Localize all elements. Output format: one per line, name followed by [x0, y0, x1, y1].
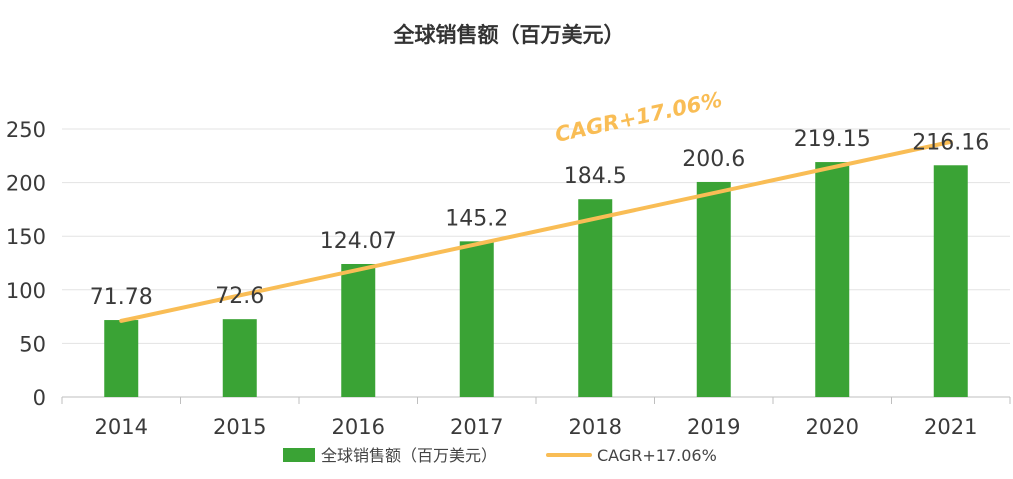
data-label-2019: 200.6	[682, 147, 745, 172]
x-tick-label-2018: 2018	[569, 415, 622, 439]
data-label-2014: 71.78	[90, 285, 153, 310]
y-tick-label: 200	[6, 172, 46, 196]
legend-bar-label: 全球销售额（百万美元）	[321, 446, 497, 465]
y-tick-label: 100	[6, 279, 46, 303]
y-tick-label: 150	[6, 225, 46, 249]
bar-2018	[578, 199, 613, 397]
data-labels: 71.78 72.6 124.07 145.2 184.5 200.6 219.15 216.…	[90, 127, 989, 310]
bar-2016	[341, 263, 376, 397]
x-tick-label-2016: 2016	[332, 415, 385, 439]
x-tick-label-2019: 2019	[687, 415, 740, 439]
cagr-trendline	[119, 139, 953, 323]
bar-2015	[222, 319, 257, 397]
cagr-annotation: CAGR+17.06%	[553, 87, 724, 146]
bar-series	[104, 162, 968, 397]
chart-title: 全球销售额（百万美元）	[393, 23, 625, 47]
y-tick-label: 250	[6, 118, 46, 142]
bar-2017	[459, 241, 494, 397]
x-tick-label-2017: 2017	[450, 415, 503, 439]
x-tick-label-2014: 2014	[95, 415, 148, 439]
y-tick-label: 50	[19, 332, 46, 356]
x-axis: 2014 2015 2016 2017 2018 2019 2020 2021	[61, 397, 1011, 439]
bar-2020	[815, 162, 850, 397]
bar-2014	[104, 320, 139, 397]
bar-2019	[696, 181, 731, 397]
data-label-2018: 184.5	[564, 164, 627, 189]
gridlines	[62, 128, 1010, 398]
y-tick-label: 0	[33, 386, 46, 410]
data-label-2015: 72.6	[215, 284, 264, 309]
bar-2021	[933, 165, 968, 397]
data-label-2017: 145.2	[445, 206, 508, 231]
legend-line-label: CAGR+17.06%	[597, 446, 717, 465]
data-label-2020: 219.15	[794, 127, 871, 152]
legend-bar-swatch	[283, 448, 315, 462]
x-tick-label-2020: 2020	[806, 415, 859, 439]
data-label-2016: 124.07	[320, 229, 397, 254]
y-axis: 0 50 100 150 200 250	[6, 118, 46, 410]
legend: 全球销售额（百万美元） CAGR+17.06%	[283, 446, 717, 465]
x-tick-label-2021: 2021	[924, 415, 977, 439]
data-label-2021: 216.16	[912, 130, 989, 155]
x-tick-label-2015: 2015	[213, 415, 266, 439]
